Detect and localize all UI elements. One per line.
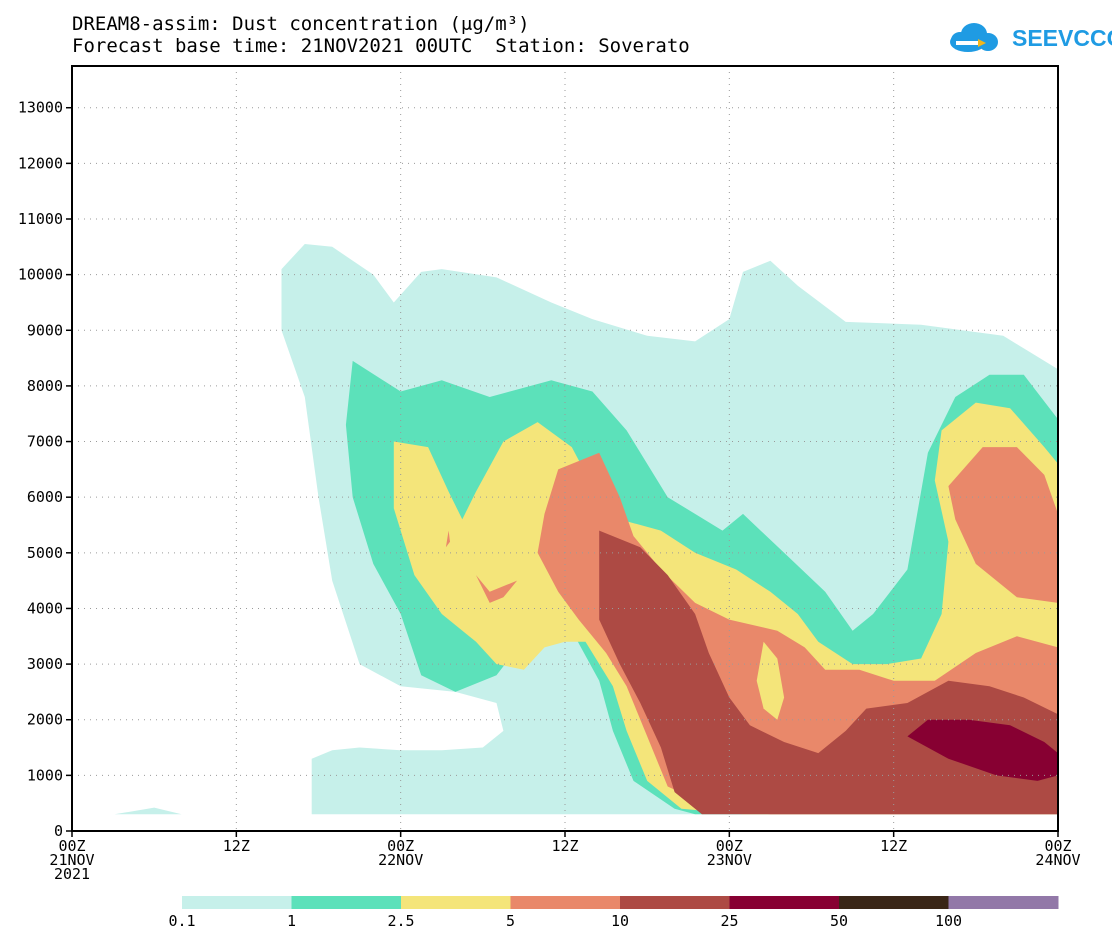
colorbar-label-25: 25 bbox=[720, 912, 738, 930]
x-tick-label-24-0: 00Z bbox=[387, 837, 414, 855]
contour-5-5 bbox=[476, 575, 518, 603]
contour-fills bbox=[114, 244, 1058, 815]
colorbar: 0.1 1 2.5 5 10 25 50 100 bbox=[168, 896, 1059, 930]
contour-0.1-0 bbox=[114, 807, 182, 815]
x-tick-label-0-1: 21NOV bbox=[49, 851, 94, 869]
x-tick-label-0-2: 2021 bbox=[54, 865, 90, 883]
y-tick-label-11000: 11000 bbox=[18, 210, 63, 228]
colorbar-swatch-3 bbox=[510, 896, 621, 909]
logo-text: SEEVCCC bbox=[1012, 25, 1112, 51]
x-tick-label-72-0: 00Z bbox=[1044, 837, 1071, 855]
contour-5-7 bbox=[948, 447, 1058, 603]
x-tick-label-72-1: 24NOV bbox=[1035, 851, 1080, 869]
colorbar-swatch-4 bbox=[620, 896, 730, 909]
y-tick-label-6000: 6000 bbox=[27, 488, 63, 506]
y-tick-label-3000: 3000 bbox=[27, 655, 63, 673]
cloud-logo-icon bbox=[950, 23, 998, 52]
colorbar-swatch-2 bbox=[401, 896, 511, 909]
colorbar-swatch-7 bbox=[948, 896, 1059, 909]
colorbar-label-10: 10 bbox=[611, 912, 629, 930]
y-tick-label-2000: 2000 bbox=[27, 711, 63, 729]
x-tick-label-36-0: 12Z bbox=[551, 837, 578, 855]
y-tick-label-9000: 9000 bbox=[27, 321, 63, 339]
chart-title: DREAM8-assim: Dust concentration (μg/m³) bbox=[72, 13, 530, 35]
x-tick-label-0-0: 00Z bbox=[58, 837, 85, 855]
y-tick-label-7000: 7000 bbox=[27, 433, 63, 451]
x-tick-label-48-1: 23NOV bbox=[707, 851, 752, 869]
y-tick-label-5000: 5000 bbox=[27, 544, 63, 562]
y-tick-label-0: 0 bbox=[54, 822, 63, 840]
y-tick-label-12000: 12000 bbox=[18, 154, 63, 172]
y-tick-label-8000: 8000 bbox=[27, 377, 63, 395]
chart-subtitle: Forecast base time: 21NOV2021 00UTC Stat… bbox=[72, 35, 690, 57]
colorbar-label-1: 1 bbox=[287, 912, 296, 930]
colorbar-label-100: 100 bbox=[935, 912, 962, 930]
colorbar-label-2.5: 2.5 bbox=[387, 912, 414, 930]
x-tick-label-12-0: 12Z bbox=[223, 837, 250, 855]
colorbar-label-50: 50 bbox=[830, 912, 848, 930]
contour-25-9 bbox=[907, 719, 1058, 781]
colorbar-label-5: 5 bbox=[506, 912, 515, 930]
colorbar-swatch-6 bbox=[839, 896, 949, 909]
colorbar-label-0.1: 0.1 bbox=[168, 912, 195, 930]
y-tick-label-10000: 10000 bbox=[18, 266, 63, 284]
contour-5-6 bbox=[445, 530, 450, 548]
x-tick-label-24-1: 22NOV bbox=[378, 851, 423, 869]
colorbar-swatch-1 bbox=[291, 896, 402, 909]
y-tick-label-4000: 4000 bbox=[27, 599, 63, 617]
x-tick-label-48-0: 00Z bbox=[716, 837, 743, 855]
grid-lines bbox=[72, 66, 1058, 831]
y-tick-label-1000: 1000 bbox=[27, 766, 63, 784]
x-tick-label-60-0: 12Z bbox=[880, 837, 907, 855]
colorbar-swatch-5 bbox=[729, 896, 840, 909]
y-tick-label-13000: 13000 bbox=[18, 99, 63, 117]
contour-2.5-10 bbox=[756, 641, 785, 720]
colorbar-swatch-0 bbox=[182, 896, 292, 909]
axis-ticks: 0 1000 2000 3000 4000 5000 6000 7000 8000 9000 100… bbox=[18, 99, 1081, 883]
